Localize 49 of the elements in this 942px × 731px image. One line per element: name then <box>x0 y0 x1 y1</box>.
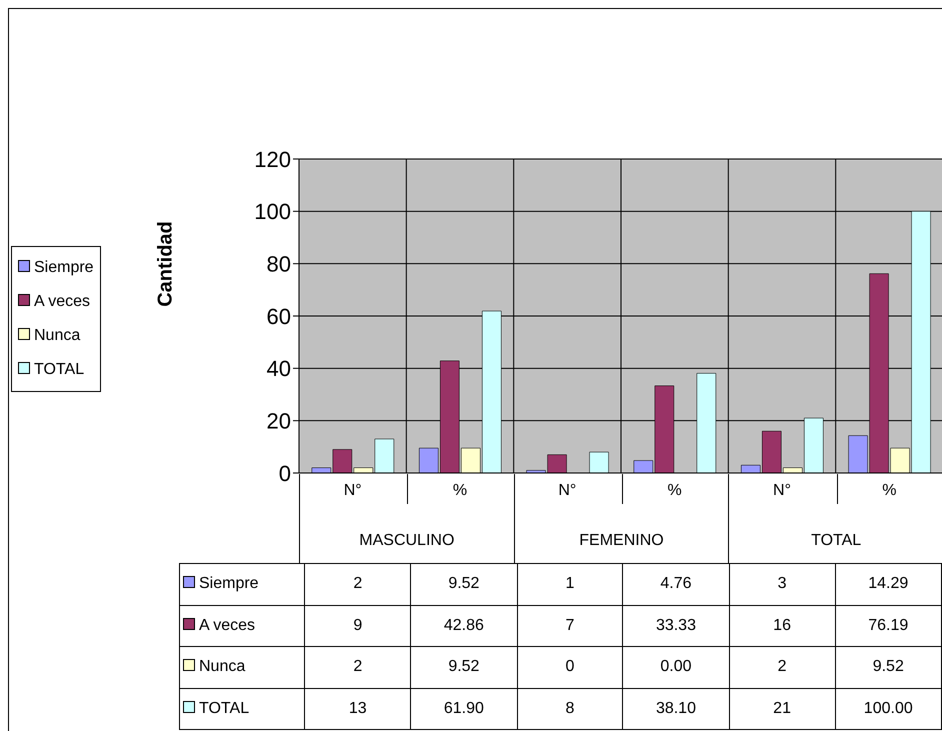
text: A veces <box>34 293 90 310</box>
data-label: 9.52 <box>410 646 518 688</box>
data-label: 9.52 <box>410 564 518 605</box>
data-label: 2 <box>729 646 836 688</box>
y-tick-label: 0 <box>278 460 291 486</box>
data-label: 13 <box>304 688 411 730</box>
data-label: 21 <box>729 688 836 730</box>
legend-label: TOTAL <box>180 688 305 730</box>
data-label: 3 <box>729 564 836 605</box>
data-label: 14.29 <box>835 564 942 605</box>
legend-label: A veces <box>180 605 305 646</box>
y-tick-label: 80 <box>266 251 291 276</box>
legend-label: Siempre <box>180 564 305 605</box>
data-label: 7 <box>517 605 623 646</box>
data-label: 0 <box>517 646 623 688</box>
y-tick-label: 120 <box>254 146 291 172</box>
x-tick-label: N° <box>773 482 791 499</box>
y-tick-label: 40 <box>266 356 291 382</box>
x-tick-label: N° <box>344 482 362 499</box>
data-label: 2 <box>304 564 411 605</box>
data-label: 1 <box>517 564 623 605</box>
data-label: 42.86 <box>410 605 518 646</box>
data-label: 2 <box>304 646 411 688</box>
data-label: 4.76 <box>622 564 730 605</box>
data-label: 76.19 <box>835 605 942 646</box>
text: MASCULINO <box>358 532 456 550</box>
text: FEMENINO <box>578 532 665 550</box>
x-tick-label: N° <box>558 482 576 499</box>
x-tick-label: % <box>882 482 896 499</box>
data-label: 16 <box>729 605 836 646</box>
y-tick-label: 20 <box>266 408 291 434</box>
text: Nunca <box>34 327 80 344</box>
data-label: 9.52 <box>835 646 942 688</box>
data-label: 9 <box>304 605 411 646</box>
text: TOTAL <box>34 361 84 378</box>
text: TOTAL <box>810 532 862 550</box>
data-label: 0.00 <box>622 646 730 688</box>
y-tick-label: 100 <box>254 199 291 224</box>
x-tick-label: % <box>452 482 468 499</box>
y-tick-label: 60 <box>266 304 291 329</box>
x-tick-label: % <box>668 482 682 499</box>
text: Siempre <box>34 259 94 276</box>
legend-label: Nunca <box>180 646 305 688</box>
data-label: 61.90 <box>410 688 518 730</box>
y-axis-title: Cantidad <box>154 221 178 307</box>
data-label: 100.00 <box>835 688 942 730</box>
data-label: 8 <box>517 688 623 730</box>
data-label: 38.10 <box>622 688 730 730</box>
data-label: 33.33 <box>622 605 730 646</box>
